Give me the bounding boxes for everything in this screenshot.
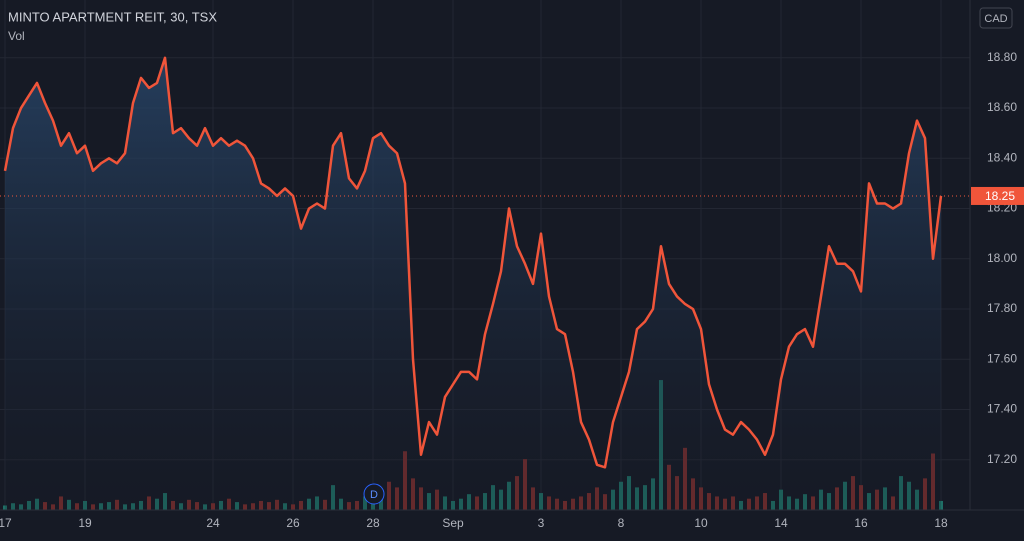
- x-tick-label: 26: [286, 516, 300, 530]
- y-tick-label: 17.20: [987, 452, 1017, 466]
- y-tick-label: 18.40: [987, 150, 1017, 164]
- price-area: [5, 57, 941, 510]
- currency[interactable]: CAD: [984, 13, 1007, 25]
- x-tick-label: 18: [934, 516, 948, 530]
- x-tick-label: 24: [206, 516, 220, 530]
- x-tick-label: 17: [0, 516, 12, 530]
- dividend-marker[interactable]: [363, 483, 385, 505]
- chart-title: MINTO APARTMENT REIT, 30, TSX: [8, 9, 217, 24]
- x-tick-label: 19: [78, 516, 92, 530]
- last-price-tag: [971, 186, 1024, 205]
- x-tick-label: 14: [774, 516, 788, 530]
- y-tick-label: 18.00: [987, 251, 1017, 265]
- y-tick-label: 18.80: [987, 50, 1017, 64]
- dividend-marker-label[interactable]: D: [370, 489, 378, 501]
- y-tick-label: 17.60: [987, 351, 1017, 365]
- y-tick-label: 17.40: [987, 402, 1017, 416]
- last-price-label: 18.25: [985, 189, 1015, 203]
- x-tick-label: 8: [618, 516, 625, 530]
- x-tick-label: 10: [694, 516, 708, 530]
- currency-button[interactable]: [979, 7, 1013, 29]
- volume-label: Vol: [8, 29, 25, 43]
- x-tick-label: 16: [854, 516, 868, 530]
- x-tick-label: 3: [538, 516, 545, 530]
- price-line: [3, 56, 943, 469]
- x-tick-label: 28: [366, 516, 380, 530]
- x-tick-label: Sep: [442, 516, 464, 530]
- y-tick-label: 17.80: [987, 301, 1017, 315]
- y-tick-label: 18.60: [987, 100, 1017, 114]
